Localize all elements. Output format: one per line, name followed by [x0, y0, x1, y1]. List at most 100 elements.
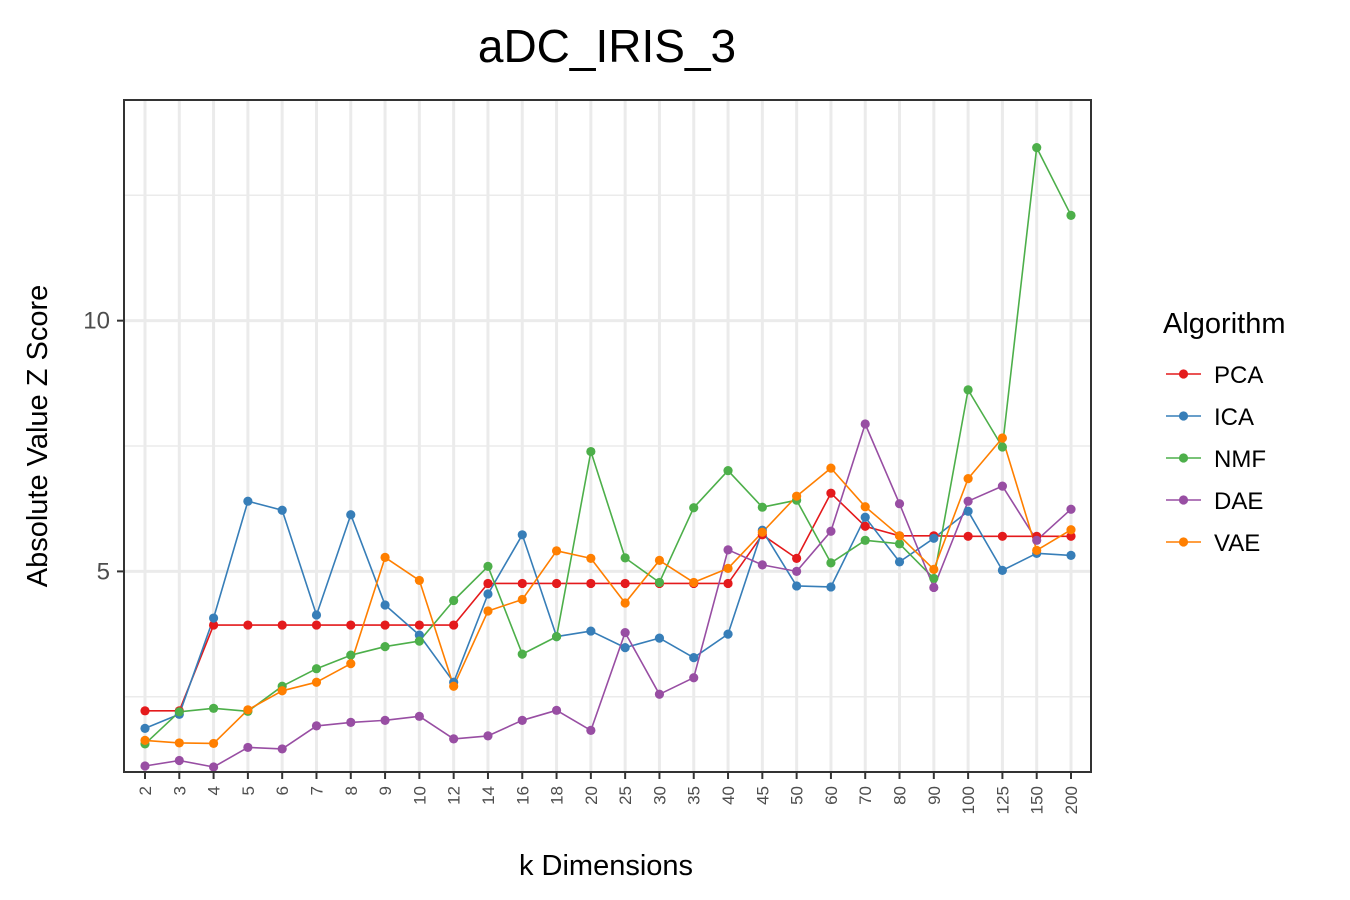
- data-point-nmf: [860, 535, 870, 545]
- data-point-ica: [311, 610, 322, 620]
- data-point-dae: [380, 715, 390, 725]
- data-point-vae: [346, 659, 356, 669]
- data-point-vae: [654, 555, 665, 565]
- series-line-ica: [144, 500, 1072, 730]
- data-point-nmf: [1032, 143, 1042, 153]
- data-point-dae: [140, 761, 150, 771]
- data-point-vae: [929, 564, 939, 574]
- data-point-vae: [723, 563, 733, 573]
- data-point-ica: [620, 643, 630, 653]
- data-point-ica: [929, 533, 939, 543]
- data-point-nmf: [586, 446, 596, 457]
- data-point-pca: [826, 488, 836, 498]
- data-point-pca: [414, 620, 424, 630]
- legend-label-vae: VAE: [1214, 530, 1260, 557]
- data-point-ica: [654, 633, 665, 643]
- data-point-dae: [723, 545, 733, 555]
- data-point-ica: [483, 589, 493, 599]
- data-point-pca: [792, 553, 802, 563]
- x-tick-label: 7: [307, 786, 326, 795]
- x-tick-label: 10: [410, 786, 429, 805]
- data-point-nmf: [449, 595, 459, 606]
- data-point-vae: [140, 735, 150, 746]
- data-point-nmf: [311, 664, 322, 674]
- data-point-vae: [380, 552, 390, 562]
- data-point-pca: [1066, 531, 1076, 541]
- x-tick-label: 4: [205, 786, 224, 795]
- data-point-vae: [689, 577, 699, 588]
- data-point-nmf: [620, 553, 630, 563]
- data-point-pca: [963, 531, 973, 541]
- x-tick-label: 125: [993, 786, 1012, 814]
- legend: Algorithm PCA ICA NMF DAE VAE: [1163, 308, 1286, 557]
- x-tick-label: 16: [513, 786, 532, 805]
- x-tick-label: 45: [753, 786, 772, 805]
- data-point-nmf: [346, 650, 356, 660]
- data-point-ica: [963, 506, 973, 516]
- data-point-dae: [414, 711, 424, 721]
- data-point-pca: [723, 578, 733, 589]
- data-point-dae: [551, 705, 562, 715]
- plot-border: [123, 99, 1092, 773]
- series-points: [140, 143, 1076, 772]
- data-point-dae: [483, 731, 493, 741]
- data-point-vae: [757, 527, 767, 537]
- data-point-pca: [586, 578, 596, 589]
- legend-label-ica: ICA: [1214, 404, 1254, 431]
- x-tick-label: 35: [685, 786, 704, 805]
- data-point-dae: [963, 496, 973, 506]
- y-axis-title: Absolute Value Z Score: [22, 285, 54, 588]
- data-point-dae: [757, 560, 767, 570]
- x-tick-label: 200: [1062, 786, 1081, 814]
- data-point-pca: [860, 521, 870, 531]
- data-point-vae: [243, 705, 253, 715]
- data-point-nmf: [963, 385, 973, 395]
- data-point-vae: [483, 606, 493, 616]
- data-point-nmf: [757, 502, 767, 512]
- data-point-nmf: [1066, 210, 1076, 220]
- grid-minor: [124, 194, 1091, 698]
- x-tick-label: 90: [925, 786, 944, 805]
- data-point-nmf: [894, 539, 905, 549]
- series-line-vae: [144, 437, 1072, 745]
- data-point-ica: [517, 530, 527, 540]
- data-point-dae: [208, 762, 219, 772]
- data-point-dae: [826, 526, 836, 536]
- data-point-vae: [1066, 525, 1076, 535]
- data-point-vae: [620, 598, 630, 608]
- x-tick-label: 6: [273, 786, 292, 795]
- data-point-nmf: [380, 642, 390, 652]
- data-point-vae: [997, 433, 1008, 443]
- data-point-nmf: [723, 466, 733, 476]
- x-tick-label: 60: [822, 786, 841, 805]
- data-point-ica: [346, 510, 356, 520]
- legend-label-pca: PCA: [1214, 362, 1263, 389]
- data-point-ica: [243, 496, 253, 506]
- data-point-nmf: [483, 561, 493, 571]
- data-point-nmf: [208, 703, 219, 713]
- x-axis: 2 3 4 5 6 7 8 9 10 12 14 16 18 20 25 30 35 40 45 50 60 70 80 90…: [136, 772, 1081, 814]
- data-point-dae: [586, 725, 596, 735]
- data-point-dae: [174, 755, 184, 766]
- x-tick-label: 5: [239, 786, 258, 795]
- data-point-pca: [483, 578, 493, 589]
- data-point-ica: [826, 582, 836, 592]
- data-point-vae: [1032, 545, 1042, 555]
- data-point-ica: [894, 557, 905, 567]
- legend-key-point-dae: [1178, 495, 1189, 505]
- data-point-pca: [551, 578, 562, 589]
- chart-title: aDC_IRIS_3: [478, 20, 736, 72]
- data-point-dae: [689, 673, 699, 683]
- x-tick-label: 80: [891, 786, 910, 805]
- legend-label-dae: DAE: [1214, 488, 1263, 515]
- data-point-pca: [449, 620, 459, 630]
- data-point-pca: [277, 620, 287, 630]
- data-point-vae: [586, 553, 596, 563]
- data-point-ica: [997, 565, 1008, 576]
- data-point-dae: [792, 566, 802, 577]
- data-point-vae: [963, 474, 973, 484]
- x-tick-label: 18: [548, 786, 567, 805]
- data-point-vae: [894, 531, 905, 541]
- x-tick-label: 30: [650, 786, 669, 805]
